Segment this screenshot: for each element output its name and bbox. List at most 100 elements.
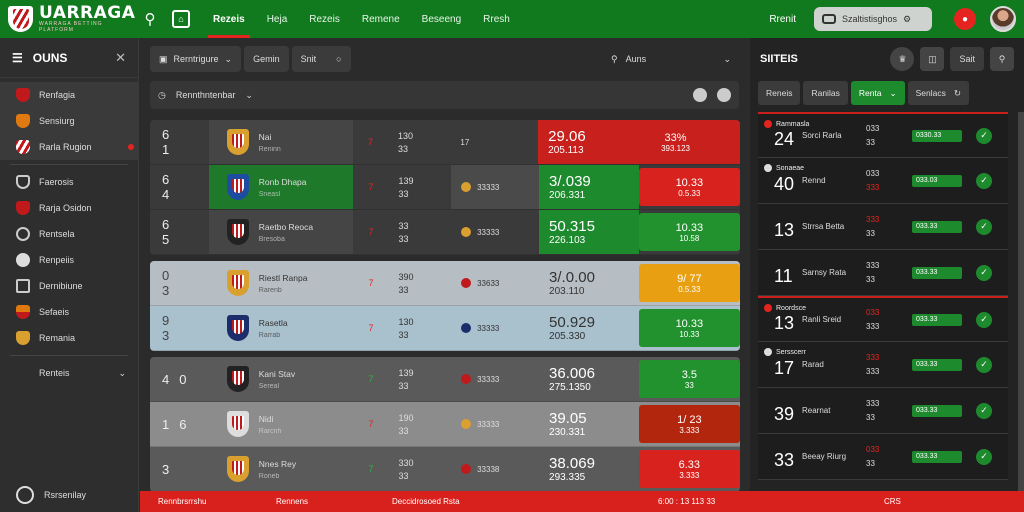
right-panel-button[interactable]: Sait	[950, 47, 984, 71]
check-icon[interactable]: ✓	[976, 264, 992, 281]
list-item[interactable]: 39 Rearnat 333 33 033.33 ✓	[758, 388, 1008, 434]
badge-icon	[461, 374, 472, 384]
odds-box[interactable]: 3.5 33	[638, 360, 740, 398]
sidebar-item[interactable]: Rarla Rugion	[0, 134, 138, 160]
nav-item[interactable]: Rresh	[483, 13, 510, 25]
search-icon[interactable]: ⚲	[144, 11, 156, 28]
list-item[interactable]: 13 Strrsa Betta 333 33 033.33 ✓	[758, 204, 1008, 250]
club-crest-icon	[226, 366, 249, 392]
club-crest-icon	[226, 411, 249, 437]
top-bar: UARRAGA WARRAGA BETTING PLATFORM ⚲ ⌂ Rez…	[0, 0, 1024, 38]
nav-item[interactable]: Remene	[361, 13, 400, 25]
check-icon[interactable]: ✓	[976, 402, 992, 419]
close-icon[interactable]: ✕	[115, 49, 126, 65]
notification-icon[interactable]: ●	[954, 8, 976, 30]
check-icon[interactable]: ✓	[976, 356, 992, 373]
bet-button[interactable]: 033.33	[912, 404, 962, 417]
filter-icon[interactable]: ◫	[920, 47, 945, 71]
bet-button[interactable]: 033.03	[912, 174, 962, 187]
sidebar-item[interactable]: Faerosis	[0, 169, 138, 195]
check-icon[interactable]: ✓	[976, 311, 992, 328]
scrollbar[interactable]	[1018, 112, 1024, 512]
odds-box[interactable]: 33%	[664, 131, 687, 144]
table-row[interactable]: 6 4 Ronb Dhapa Sneasl 7 139 33 33333 3/.03…	[150, 165, 740, 210]
sidebar-footer[interactable]: Rsrsenilay	[0, 478, 139, 512]
tab[interactable]: Senlacs ↻	[907, 81, 970, 105]
sidebar-item[interactable]: Rentsela	[0, 221, 138, 247]
check-icon[interactable]: ✓	[976, 172, 992, 189]
sidebar-item[interactable]: Dernibiune	[0, 273, 138, 299]
table-row[interactable]: 40 Kani Stav Sereal 7 139 33 33333 36.006 2…	[150, 357, 740, 402]
bet-button[interactable]: 033.33	[912, 450, 962, 463]
sidebar-item[interactable]: Renpeiis	[0, 247, 138, 273]
bet-button[interactable]: 033.33	[912, 266, 962, 279]
list-item[interactable]: Roordsce 13 Ranli Sreid 033 333 033.33 ✓	[758, 296, 1008, 342]
settings-icon: ⚙	[903, 13, 912, 24]
tab[interactable]: Renta ⌄	[850, 81, 905, 105]
toolbar-button[interactable]: Gemin	[244, 46, 289, 72]
odds-box[interactable]: 10.33 0.5.33	[638, 168, 740, 206]
filter-bar[interactable]: ◷ Rennthntenbar ⌄	[150, 81, 739, 109]
club-crest-icon	[16, 331, 30, 345]
bet-button[interactable]: 033.33	[912, 358, 962, 371]
right-panel: SIITEIS ♛ ◫ Sait ⚲ Reneis Ranilas Renta ⌄…	[750, 38, 1024, 512]
table-row[interactable]: 16 Nidi Rarcnh 7 190 33 33333 39.05 230.331…	[150, 402, 740, 447]
odds-box[interactable]: 1/ 23 3.333	[638, 405, 740, 443]
list-item[interactable]: Sonaeae 40 Rennd 033 333 033.03 ✓	[758, 158, 1008, 204]
footer-link[interactable]: CRS	[884, 497, 901, 506]
check-icon[interactable]: ✓	[976, 218, 992, 235]
nav-item[interactable]: Beseeng	[421, 13, 462, 25]
odds-box[interactable]: 10.33 10.33	[638, 309, 740, 347]
list-item[interactable]: Rammasla 24 Sorci Rarla 033 33 0330.33 ✓	[758, 112, 1008, 158]
table-row[interactable]: 0 3 Riestl Ranpa Rarenb 7 390 33 33633 3/.…	[150, 261, 740, 306]
mode-toggle[interactable]: Szaltistisghos ⚙	[814, 7, 932, 31]
footer-link[interactable]: Rennbrsrrshu	[158, 497, 207, 506]
category-select[interactable]: ▣ Rerntrigure ⌄	[150, 46, 242, 72]
sidebar-item[interactable]: Rarja Osidon	[0, 195, 138, 221]
nav-item[interactable]: Rezeis	[309, 13, 340, 25]
sidebar-item[interactable]: Sefaeis	[0, 299, 138, 325]
toolbar-button[interactable]: Snit ○	[291, 46, 351, 72]
search-input[interactable]: ⚲ Auns ⌄	[611, 53, 731, 65]
home-icon[interactable]: ⌂	[172, 10, 190, 28]
table-row[interactable]: 6 5 Raetbo Reoca Bresoba 7 33 33 33333 50.…	[150, 210, 740, 255]
sidebar-more[interactable]: Renteis ⌄	[39, 367, 126, 379]
list-item[interactable]: Sersscerr 17 Rarad 333 333 033.33 ✓	[758, 342, 1008, 388]
chevron-down-icon: ⌄	[889, 87, 897, 98]
stadium-icon	[16, 279, 30, 293]
table-row[interactable]: 3 Nnes Rey Roneb 7 330 33 33338 38.069 293.…	[150, 447, 740, 492]
check-icon[interactable]: ✓	[976, 448, 992, 465]
odds-box[interactable]: 6.33 3.333	[638, 450, 740, 488]
check-icon[interactable]: ✓	[976, 127, 992, 144]
nav-item[interactable]: Rezeis	[202, 0, 256, 38]
table-row[interactable]: 9 3 Rasetla Rarrab 7 130 33 33333 50.929 20…	[150, 306, 740, 351]
table-row[interactable]: 6 1 Nai Reninn 7 130 33 17 29.06 205.113 33%…	[150, 120, 740, 165]
odds-value: 3/.039	[549, 173, 591, 190]
search-icon: ⚲	[611, 53, 618, 64]
bet-button[interactable]: 033.33	[912, 313, 962, 326]
tab[interactable]: Reneis	[758, 81, 801, 105]
search-icon[interactable]: ⚲	[990, 47, 1014, 71]
refresh-icon[interactable]	[693, 88, 707, 102]
sidebar-item[interactable]: Renfagia	[0, 82, 138, 108]
footer-link[interactable]: Rennens	[276, 497, 309, 506]
nav-item[interactable]: Heja	[266, 13, 288, 25]
tab[interactable]: Ranilas	[803, 81, 848, 105]
odds-box[interactable]: 9/ 77 0.5.33	[638, 264, 740, 302]
bet-button[interactable]: 0330.33	[912, 129, 962, 142]
avatar[interactable]	[990, 6, 1016, 32]
bet-button[interactable]: 033.33	[912, 220, 962, 233]
menu-icon[interactable]: ☰	[12, 50, 23, 65]
list-item[interactable]: 11 Sarnsy Rata 333 33 033.33 ✓	[758, 250, 1008, 296]
club-crest-icon	[16, 88, 30, 102]
refresh-icon: ↻	[953, 87, 962, 98]
top-right-link[interactable]: Rrenit	[769, 13, 796, 25]
list-item[interactable]: 33 Beeay Riurg 033 33 033.33 ✓	[758, 434, 1008, 480]
sidebar-item[interactable]: Remania	[0, 325, 138, 351]
odds-box[interactable]: 10.33 10.58	[638, 213, 740, 251]
sidebar-item[interactable]: Sensiurg	[0, 108, 138, 134]
filter-icon[interactable]	[717, 88, 731, 102]
trophy-icon[interactable]: ♛	[890, 47, 915, 71]
footer-link[interactable]: Deccidrosoed Rsta	[392, 497, 460, 506]
brand-logo[interactable]: UARRAGA WARRAGA BETTING PLATFORM	[0, 5, 136, 33]
